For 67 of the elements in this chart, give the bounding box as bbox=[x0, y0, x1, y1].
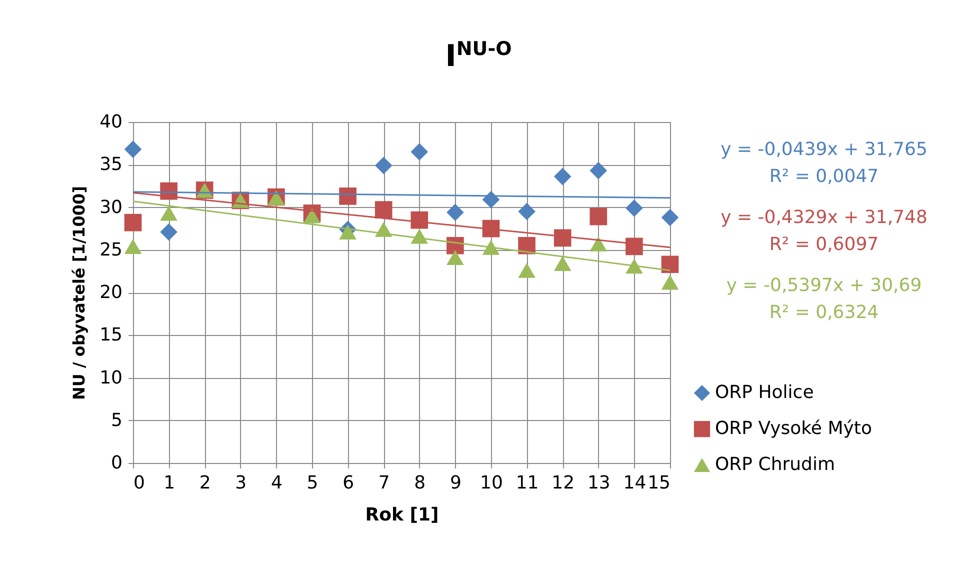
x-tick-label: 15 bbox=[648, 472, 670, 494]
y-tick-label: 15 bbox=[100, 324, 122, 346]
text: R² = 0,0047 bbox=[768, 165, 880, 189]
x-tick-label: 0 bbox=[134, 472, 145, 494]
y-tick-label: 30 bbox=[100, 196, 122, 218]
point bbox=[160, 223, 178, 241]
legend-label: ORP Holice bbox=[715, 382, 814, 403]
x-tick-label: 6 bbox=[342, 472, 354, 494]
point bbox=[661, 274, 679, 290]
point bbox=[124, 214, 142, 232]
point bbox=[339, 224, 356, 240]
point bbox=[482, 240, 500, 255]
x-axis-title: Rok [1] bbox=[365, 504, 439, 526]
point bbox=[590, 162, 608, 180]
y-axis-title: NU / obyvatelé [1/1000] bbox=[70, 186, 89, 400]
point bbox=[124, 238, 142, 254]
x-tick-label: 3 bbox=[235, 472, 247, 494]
y-tick-label: 20 bbox=[100, 282, 122, 303]
x-tick-label: 4 bbox=[270, 472, 282, 494]
x-tick-label: 9 bbox=[450, 472, 462, 494]
point bbox=[446, 250, 464, 266]
chart-title: I$^{NU-O}$ bbox=[444, 38, 513, 74]
point bbox=[661, 256, 679, 274]
point bbox=[124, 140, 142, 158]
x-tick-label: 11 bbox=[516, 472, 539, 494]
point bbox=[590, 208, 608, 226]
text: R² = 0,6324 bbox=[768, 301, 880, 325]
x-tick-label: 14 bbox=[623, 472, 646, 494]
point bbox=[518, 236, 536, 254]
point bbox=[410, 211, 428, 229]
x-tick-label: 13 bbox=[587, 472, 610, 494]
point bbox=[374, 201, 392, 218]
text: R² = 0,6097 bbox=[768, 233, 880, 257]
x-tick-label: 5 bbox=[306, 472, 318, 494]
point bbox=[410, 143, 428, 160]
point bbox=[160, 206, 178, 221]
point bbox=[518, 202, 536, 220]
y-tick-label: 5 bbox=[111, 410, 122, 431]
point bbox=[554, 256, 572, 272]
text: y = -0,4329x + 31,748 bbox=[720, 206, 928, 230]
x-tick-label: 7 bbox=[378, 472, 390, 494]
point bbox=[554, 168, 572, 186]
point bbox=[446, 204, 464, 222]
point bbox=[626, 238, 643, 256]
text: y = -0,5397x + 30,69 bbox=[725, 274, 923, 298]
y-tick-label: 40 bbox=[100, 112, 122, 132]
x-tick-label: 2 bbox=[199, 472, 211, 494]
point bbox=[518, 262, 536, 278]
x-tick-label: 12 bbox=[552, 472, 575, 494]
legend-label: ORP Vysoké Mýto bbox=[715, 418, 872, 439]
y-tick-label: 0 bbox=[111, 452, 122, 474]
point bbox=[590, 236, 608, 252]
point bbox=[554, 229, 572, 247]
point bbox=[482, 190, 500, 208]
x-tick-label: 8 bbox=[414, 472, 426, 494]
point bbox=[626, 199, 643, 217]
point bbox=[661, 208, 679, 226]
y-tick-label: 10 bbox=[100, 367, 122, 388]
point bbox=[374, 156, 392, 174]
y-tick-label: 25 bbox=[100, 239, 122, 260]
x-tick-label: 1 bbox=[164, 472, 176, 494]
point bbox=[339, 188, 356, 205]
y-tick-label: 35 bbox=[100, 154, 122, 176]
point bbox=[303, 208, 321, 224]
legend-label: ORP Chrudim bbox=[715, 454, 835, 475]
x-tick-label: 10 bbox=[480, 472, 503, 494]
text: y = -0,0439x + 31,765 bbox=[720, 138, 928, 162]
